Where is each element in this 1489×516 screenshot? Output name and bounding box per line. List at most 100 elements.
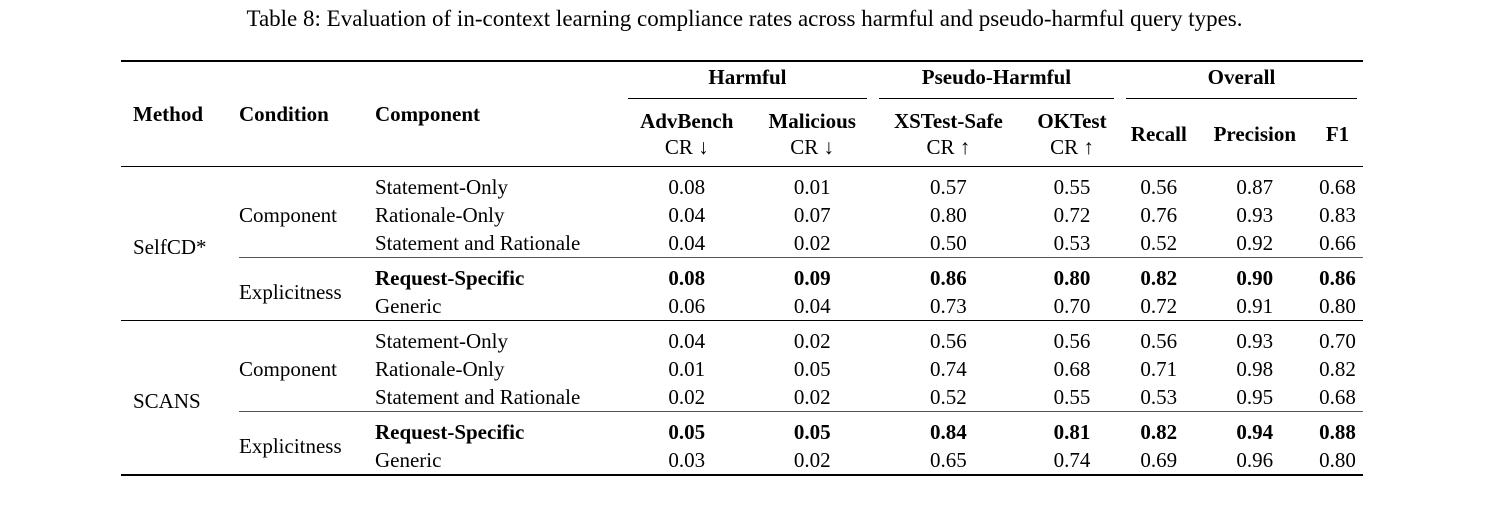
value-cell: 0.04 bbox=[668, 231, 706, 255]
table-row: SelfCD* Component Statement-Only 0.08 0.01 0.… bbox=[121, 166, 1363, 259]
value-cell: 0.04 bbox=[793, 294, 831, 318]
value-cell: 0.08 bbox=[668, 175, 706, 199]
method-cell: SelfCD* bbox=[133, 234, 207, 259]
value-cell: 0.04 bbox=[668, 203, 706, 227]
table-row: Explicitness Request-Specific 0.08 0.09 0.86… bbox=[121, 257, 1363, 321]
condition-cell: Component bbox=[239, 357, 337, 381]
value-cell: 0.05 bbox=[622, 411, 752, 446]
component-cell: Statement and Rationale bbox=[375, 385, 581, 409]
value-cell: 0.94 bbox=[1197, 411, 1312, 446]
component-cell: Generic bbox=[375, 294, 442, 318]
header-f1: F1 bbox=[1325, 122, 1350, 146]
value-cell: 0.05 bbox=[751, 411, 873, 446]
value-cell: 0.56 bbox=[930, 329, 967, 353]
value-cell: 0.80 bbox=[930, 203, 967, 227]
component-cell: Rationale-Only bbox=[375, 357, 505, 381]
header-advbench: AdvBench CR ↓ bbox=[640, 109, 734, 159]
value-cell: 0.90 bbox=[1197, 257, 1312, 292]
value-cell: 0.82 bbox=[1119, 257, 1198, 292]
value-cell: 0.56 bbox=[1140, 329, 1178, 353]
value-cell: 0.53 bbox=[1053, 231, 1091, 255]
condition-cell: Explicitness bbox=[239, 411, 375, 475]
condition-cell: Explicitness bbox=[239, 257, 375, 321]
value-cell: 0.55 bbox=[1053, 175, 1091, 199]
group-overall: Overall bbox=[1120, 61, 1363, 102]
results-table: Method Condition Component Harmful Pseud… bbox=[121, 60, 1363, 476]
table-body: SelfCD* Component Statement-Only 0.08 0.01 0.… bbox=[121, 166, 1363, 475]
header-oktest: OKTest CR ↑ bbox=[1037, 109, 1107, 159]
table-row: Statement and Rationale 0.04 0.02 0.50 0.53 0… bbox=[121, 229, 1363, 258]
value-cell: 0.01 bbox=[668, 357, 706, 381]
value-cell: 0.92 bbox=[1236, 231, 1274, 255]
value-cell: 0.02 bbox=[793, 329, 831, 353]
value-cell: 0.93 bbox=[1236, 329, 1274, 353]
component-cell: Statement and Rationale bbox=[375, 231, 581, 255]
value-cell: 0.81 bbox=[1023, 411, 1120, 446]
value-cell: 0.02 bbox=[793, 448, 831, 472]
value-cell: 0.53 bbox=[1140, 385, 1178, 409]
value-cell: 0.86 bbox=[1311, 257, 1363, 292]
component-cell: Rationale-Only bbox=[375, 203, 505, 227]
group-pseudo-harmful: Pseudo-Harmful bbox=[873, 61, 1120, 102]
component-cell: Statement-Only bbox=[375, 175, 508, 199]
table-caption: Table 8: Evaluation of in-context learni… bbox=[246, 6, 1243, 31]
value-cell: 0.69 bbox=[1140, 448, 1178, 472]
value-cell: 0.96 bbox=[1236, 448, 1274, 472]
value-cell: 0.82 bbox=[1319, 357, 1356, 381]
table-row: SCANS Component Statement-Only 0.04 0.02 0.56… bbox=[121, 320, 1363, 413]
value-cell: 0.70 bbox=[1319, 329, 1356, 353]
table-row: Explicitness Request-Specific 0.05 0.05 0.84… bbox=[121, 411, 1363, 475]
header-malicious: Malicious CR ↓ bbox=[768, 109, 856, 159]
header-precision: Precision bbox=[1213, 122, 1297, 146]
header-recall: Recall bbox=[1130, 122, 1187, 146]
value-cell: 0.09 bbox=[751, 257, 873, 292]
table-row: Rationale-Only 0.01 0.05 0.74 0.68 0.71 0.98 0.… bbox=[121, 355, 1363, 383]
value-cell: 0.98 bbox=[1236, 357, 1274, 381]
value-cell: 0.57 bbox=[930, 175, 967, 199]
value-cell: 0.95 bbox=[1236, 385, 1274, 409]
value-cell: 0.87 bbox=[1236, 175, 1274, 199]
value-cell: 0.72 bbox=[1053, 203, 1091, 227]
condition-cell: Component bbox=[239, 203, 337, 227]
header-condition: Condition bbox=[239, 101, 329, 126]
component-cell: Generic bbox=[375, 448, 442, 472]
component-cell: Request-Specific bbox=[375, 257, 622, 292]
table-row: Rationale-Only 0.04 0.07 0.80 0.72 0.76 0.93 0.… bbox=[121, 201, 1363, 229]
value-cell: 0.52 bbox=[930, 385, 967, 409]
value-cell: 0.55 bbox=[1053, 385, 1091, 409]
value-cell: 0.08 bbox=[622, 257, 752, 292]
value-cell: 0.68 bbox=[1053, 357, 1091, 381]
value-cell: 0.74 bbox=[1053, 448, 1091, 472]
value-cell: 0.80 bbox=[1319, 294, 1356, 318]
value-cell: 0.88 bbox=[1311, 411, 1363, 446]
value-cell: 0.82 bbox=[1119, 411, 1198, 446]
method-cell: SCANS bbox=[133, 388, 201, 413]
component-cell: Request-Specific bbox=[375, 411, 622, 446]
group-harmful: Harmful bbox=[622, 61, 873, 102]
header-xstest-safe: XSTest-Safe CR ↑ bbox=[893, 109, 1003, 159]
value-cell: 0.03 bbox=[668, 448, 706, 472]
value-cell: 0.65 bbox=[930, 448, 967, 472]
value-cell: 0.06 bbox=[668, 294, 706, 318]
value-cell: 0.70 bbox=[1053, 294, 1091, 318]
value-cell: 0.07 bbox=[793, 203, 831, 227]
value-cell: 0.74 bbox=[930, 357, 967, 381]
value-cell: 0.56 bbox=[1140, 175, 1178, 199]
value-cell: 0.05 bbox=[793, 357, 831, 381]
value-cell: 0.56 bbox=[1053, 329, 1091, 353]
value-cell: 0.52 bbox=[1140, 231, 1178, 255]
header-component: Component bbox=[375, 101, 481, 126]
value-cell: 0.72 bbox=[1140, 294, 1178, 318]
value-cell: 0.50 bbox=[930, 231, 967, 255]
table-row: Generic 0.06 0.04 0.73 0.70 0.72 0.91 0.80 bbox=[121, 292, 1363, 321]
table-row: Statement and Rationale 0.02 0.02 0.52 0.55 0… bbox=[121, 383, 1363, 412]
value-cell: 0.93 bbox=[1236, 203, 1274, 227]
value-cell: 0.66 bbox=[1319, 231, 1356, 255]
value-cell: 0.80 bbox=[1023, 257, 1120, 292]
value-cell: 0.02 bbox=[668, 385, 706, 409]
value-cell: 0.91 bbox=[1236, 294, 1274, 318]
value-cell: 0.01 bbox=[793, 175, 831, 199]
value-cell: 0.71 bbox=[1140, 357, 1178, 381]
value-cell: 0.02 bbox=[793, 231, 831, 255]
value-cell: 0.73 bbox=[930, 294, 967, 318]
